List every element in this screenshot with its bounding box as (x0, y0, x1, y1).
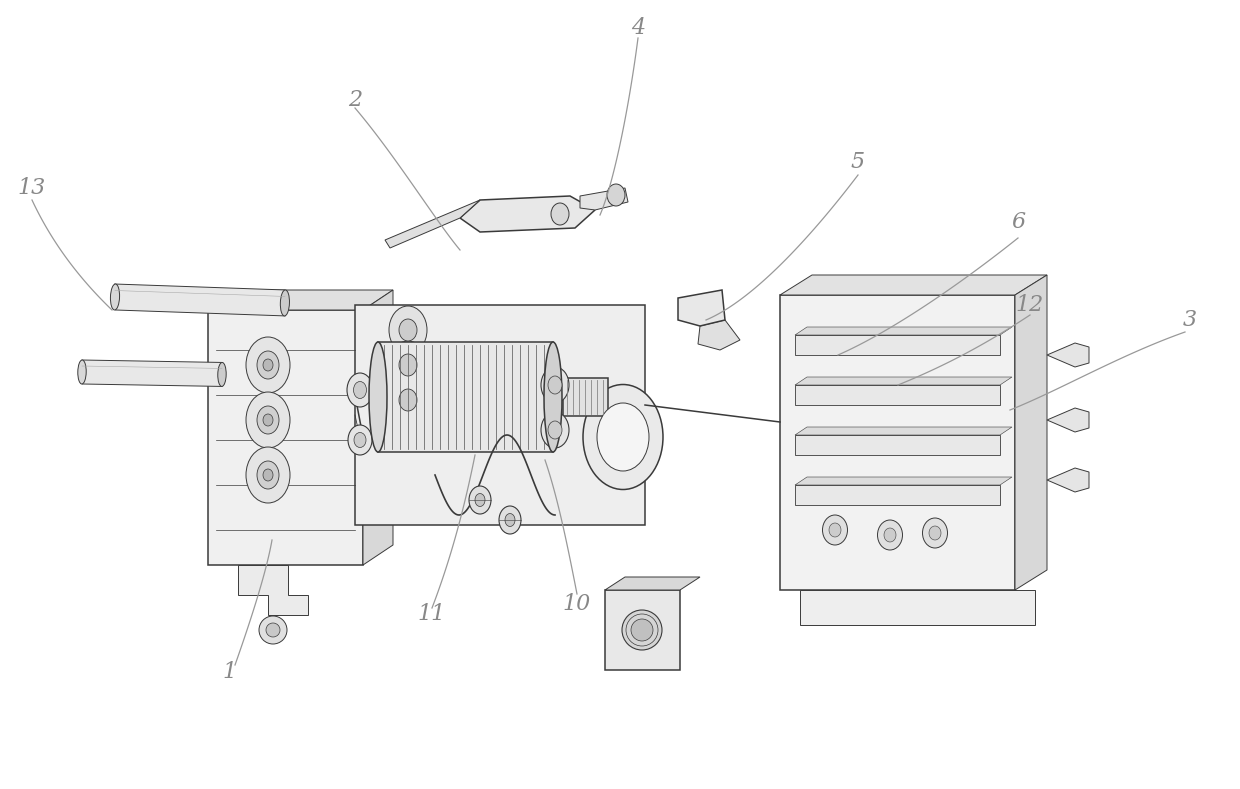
Text: 1: 1 (223, 661, 237, 683)
Polygon shape (114, 284, 285, 316)
Polygon shape (795, 327, 1012, 335)
Ellipse shape (263, 359, 273, 371)
Ellipse shape (631, 619, 653, 641)
Ellipse shape (596, 403, 649, 471)
Ellipse shape (259, 616, 286, 644)
Ellipse shape (246, 447, 290, 503)
Text: 2: 2 (348, 89, 362, 111)
Ellipse shape (389, 376, 427, 424)
Polygon shape (795, 377, 1012, 385)
Polygon shape (605, 577, 701, 590)
Polygon shape (1047, 343, 1089, 367)
Ellipse shape (622, 610, 662, 650)
Polygon shape (795, 477, 1012, 485)
Polygon shape (82, 360, 222, 387)
Ellipse shape (608, 184, 625, 206)
Ellipse shape (246, 392, 290, 448)
Polygon shape (678, 290, 725, 326)
Ellipse shape (389, 306, 427, 354)
Polygon shape (795, 335, 999, 355)
Ellipse shape (498, 506, 521, 534)
Ellipse shape (348, 425, 372, 455)
Ellipse shape (469, 486, 491, 514)
Polygon shape (795, 385, 999, 405)
Ellipse shape (280, 290, 289, 316)
Ellipse shape (110, 284, 119, 310)
Ellipse shape (347, 373, 373, 407)
Ellipse shape (257, 406, 279, 434)
Ellipse shape (583, 384, 663, 489)
Ellipse shape (830, 523, 841, 537)
Polygon shape (795, 435, 999, 455)
Polygon shape (605, 590, 680, 670)
Polygon shape (1047, 468, 1089, 492)
Ellipse shape (541, 367, 569, 403)
Ellipse shape (257, 351, 279, 379)
Ellipse shape (551, 203, 569, 225)
Polygon shape (208, 310, 363, 565)
Ellipse shape (399, 319, 417, 341)
Ellipse shape (544, 342, 562, 452)
Ellipse shape (475, 493, 485, 507)
Ellipse shape (548, 421, 562, 439)
Polygon shape (580, 188, 627, 210)
Ellipse shape (399, 354, 417, 376)
Ellipse shape (267, 623, 280, 637)
Text: 11: 11 (418, 603, 446, 625)
Polygon shape (795, 485, 999, 505)
Ellipse shape (822, 515, 847, 545)
Polygon shape (238, 565, 308, 615)
Polygon shape (1047, 408, 1089, 432)
Polygon shape (384, 200, 480, 248)
Text: 4: 4 (631, 17, 645, 39)
Polygon shape (1016, 275, 1047, 590)
Polygon shape (355, 305, 645, 525)
Ellipse shape (246, 337, 290, 393)
Polygon shape (460, 196, 595, 232)
Ellipse shape (257, 461, 279, 489)
Polygon shape (780, 275, 1047, 295)
Polygon shape (363, 290, 393, 565)
Polygon shape (800, 590, 1035, 625)
Ellipse shape (505, 514, 515, 526)
Polygon shape (563, 378, 608, 416)
Polygon shape (208, 290, 393, 310)
Ellipse shape (399, 389, 417, 411)
Polygon shape (378, 342, 553, 452)
Text: 3: 3 (1183, 309, 1197, 331)
Polygon shape (698, 320, 740, 350)
Text: 6: 6 (1011, 211, 1025, 233)
Text: 5: 5 (851, 151, 866, 173)
Polygon shape (795, 427, 1012, 435)
Ellipse shape (548, 376, 562, 394)
Ellipse shape (541, 412, 569, 448)
Ellipse shape (884, 528, 897, 542)
Text: 10: 10 (563, 593, 591, 615)
Ellipse shape (929, 526, 941, 540)
Ellipse shape (370, 342, 387, 452)
Ellipse shape (263, 469, 273, 481)
Ellipse shape (218, 362, 226, 387)
Ellipse shape (353, 432, 366, 447)
Ellipse shape (389, 341, 427, 389)
Ellipse shape (923, 518, 947, 548)
Text: 12: 12 (1016, 294, 1044, 316)
Ellipse shape (878, 520, 903, 550)
Ellipse shape (78, 360, 87, 384)
Ellipse shape (263, 414, 273, 426)
Polygon shape (780, 295, 1016, 590)
Ellipse shape (353, 382, 367, 398)
Text: 13: 13 (17, 177, 46, 199)
